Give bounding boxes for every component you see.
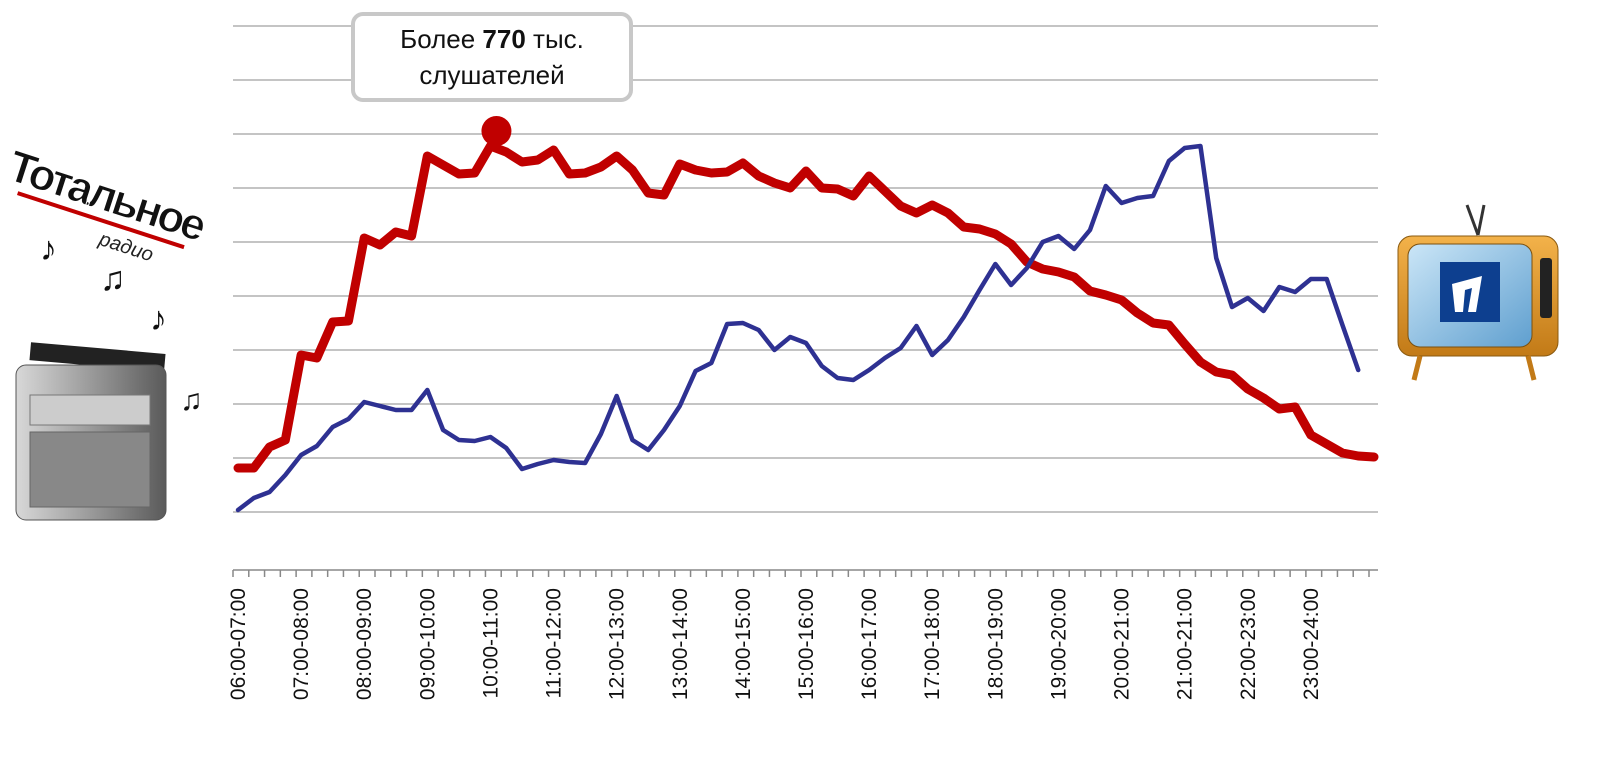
x-tick-label: 20:00-21:00 [1111,588,1134,700]
x-tick-label: 23:00-24:00 [1300,588,1323,700]
annotation-text: Более 770 тыс. [400,24,584,54]
radio-logo: Тотальное радио ♪ ♫ ♪ ♫ [2,141,212,521]
channel-logo-mark [1452,276,1482,312]
series-line [235,143,1361,513]
x-tick-label: 19:00-20:00 [1047,588,1070,700]
radio-grille [29,431,151,508]
x-tick-label: 09:00-10:00 [416,588,439,700]
x-tick-label: 22:00-23:00 [1237,588,1260,700]
x-tick-label: 16:00-17:00 [858,588,881,700]
note-icon: ♫ [100,260,126,298]
x-tick-label: 06:00-07:00 [227,588,250,700]
peak-dot [481,116,512,146]
tv-logo [1397,204,1559,381]
x-tick-label: 15:00-16:00 [795,588,818,700]
channel-logo [1440,262,1500,322]
x-tick-label: 07:00-08:00 [290,588,313,700]
x-tick-label: 11:00-12:00 [543,588,566,699]
radio-dial [29,394,151,426]
annotation-box [351,12,633,102]
note-icon: ♫ [180,384,203,417]
tv-panel [1540,258,1552,318]
lines [233,116,1379,513]
grid [233,25,1378,517]
x-tick-label: 21:00-21:00 [1174,588,1197,700]
x-tick-label: 13:00-14:00 [669,588,692,700]
x-tick-label: 18:00-19:00 [984,588,1007,700]
x-axis: 06:00-07:00 07:00-08:00 08:00-09:00 09:00-1… [227,569,1378,700]
tv-antenna [1476,204,1486,236]
x-tick-label: 14:00-15:00 [732,588,755,700]
note-icon: ♪ [40,230,57,268]
x-tick-label: 08:00-09:00 [353,588,376,700]
note-icon: ♪ [150,300,167,338]
radio-handle [29,342,166,372]
tv-leg [1411,355,1423,381]
annotation: Более 770 тыс. слушателей [351,12,633,102]
annotation-text: слушателей [419,60,564,90]
series-line [233,141,1379,473]
x-tick-label: 12:00-13:00 [606,588,629,700]
logo-arrow [16,191,185,250]
x-tick-label: 17:00-18:00 [921,588,944,700]
x-tick-label: 10:00-11:00 [479,588,502,699]
tv-antenna [1465,204,1480,236]
tv-leg [1525,355,1537,381]
